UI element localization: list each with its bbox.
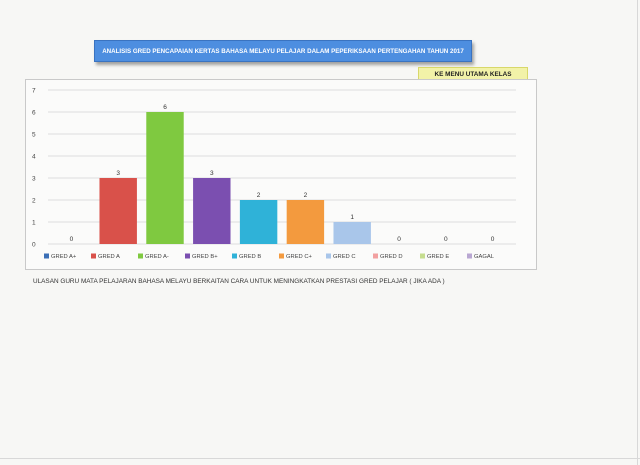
y-tick-label: 0 — [32, 242, 36, 249]
y-tick-label: 1 — [32, 220, 36, 227]
bar — [286, 200, 325, 244]
data-label: 3 — [210, 170, 214, 177]
legend-swatch — [467, 253, 472, 259]
y-tick-label: 2 — [32, 198, 36, 205]
y-tick-label: 4 — [32, 154, 36, 161]
data-label: 0 — [491, 236, 495, 243]
legend-entry: GRED A — [98, 254, 120, 260]
legend-swatch — [279, 253, 284, 259]
chart-area: 0 1 2 3 4 5 6 7 0 3 6 3 2 2 1 0 0 0 GRED A+ GRED A GRED A- GR… — [25, 79, 537, 270]
legend-entry: GRED D — [380, 254, 403, 260]
data-label: 6 — [163, 104, 167, 111]
scan-edge-right — [637, 0, 638, 465]
chart-title: ANALISIS GRED PENCAPAIAN KERTAS BAHASA M… — [94, 40, 472, 62]
data-label: 3 — [116, 170, 120, 177]
bar — [333, 222, 371, 244]
data-label: 0 — [397, 236, 401, 243]
legend-swatch — [44, 253, 49, 259]
bar — [239, 200, 278, 244]
legend-swatch — [91, 253, 96, 259]
legend-swatch — [326, 253, 331, 259]
y-tick-label: 7 — [32, 88, 36, 95]
data-label: 2 — [304, 192, 308, 199]
teacher-comment-label: ULASAN GURU MATA PELAJARAN BAHASA MELAYU… — [33, 278, 445, 285]
bar — [146, 112, 184, 244]
legend-swatch — [185, 253, 190, 259]
legend-entry: GAGAL — [474, 254, 495, 260]
data-label: 1 — [350, 214, 354, 221]
data-label: 0 — [70, 236, 74, 243]
legend-entry: GRED B+ — [192, 254, 218, 260]
bar — [99, 178, 137, 244]
data-label: 0 — [444, 236, 448, 243]
legend-entry: GRED A+ — [51, 254, 77, 260]
scan-edge-bottom — [0, 458, 640, 459]
y-tick-label: 6 — [32, 110, 36, 117]
legend-swatch — [232, 253, 237, 259]
bar — [193, 178, 231, 244]
legend-entry: GRED C+ — [286, 254, 313, 260]
legend-entry: GRED C — [333, 254, 356, 260]
legend-swatch — [420, 253, 425, 259]
legend-entry: GRED A- — [145, 254, 169, 260]
y-tick-label: 5 — [32, 132, 36, 139]
legend-swatch — [138, 253, 143, 259]
y-tick-label: 3 — [32, 176, 36, 183]
bar-chart: 0 1 2 3 4 5 6 7 0 3 6 3 2 2 1 0 0 0 GRED A+ GRED A GRED A- GR… — [32, 88, 516, 260]
legend-entry: GRED B — [239, 254, 261, 260]
legend-entry: GRED E — [427, 254, 449, 260]
legend-swatch — [373, 253, 378, 259]
data-label: 2 — [257, 192, 261, 199]
